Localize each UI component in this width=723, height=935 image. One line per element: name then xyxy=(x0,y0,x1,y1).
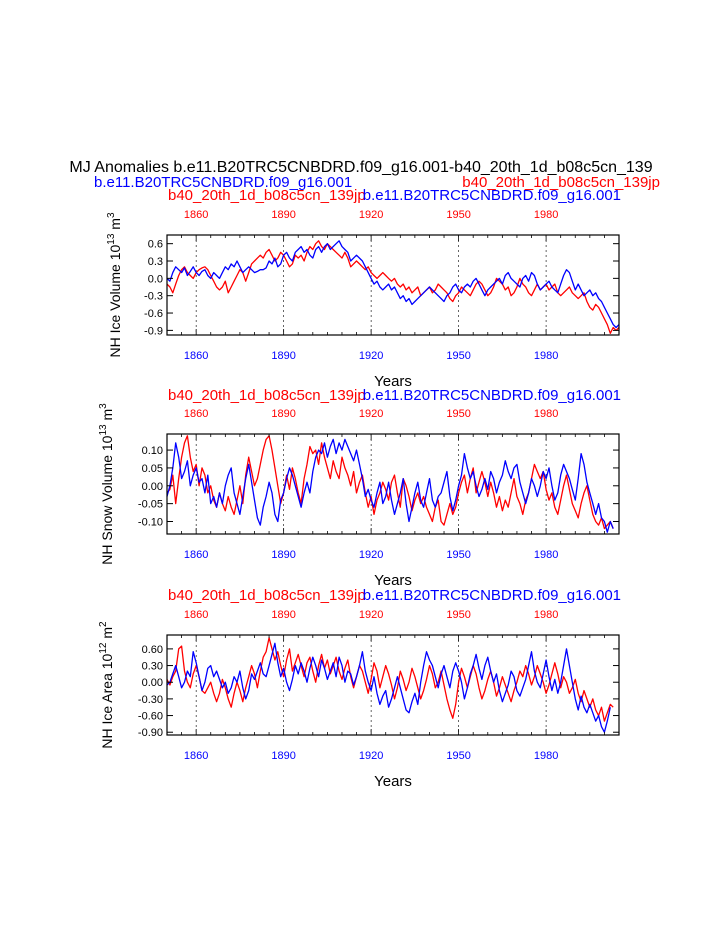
x-axis-label: Years xyxy=(374,572,412,589)
y-axis-label: NH Ice Area 1012 m2 xyxy=(98,621,115,749)
x-axis-label: Years xyxy=(374,773,412,790)
plot-frame xyxy=(166,433,620,535)
x-tick-label: 1950 xyxy=(446,750,470,762)
x-tick-label: 1980 xyxy=(534,350,558,362)
y-tick-label: -0.3 xyxy=(144,291,163,303)
top-axis-ticks: 1860 1890 1920 1950 1980 xyxy=(184,209,558,221)
y-axis-label: NH Ice Volume 1013 m3 xyxy=(106,212,123,358)
x-tick-label: 1920 xyxy=(359,549,383,561)
x-tick-label: 1980 xyxy=(534,549,558,561)
top-x-tick-label: 1980 xyxy=(534,609,558,621)
top-x-tick-label: 1950 xyxy=(446,209,470,221)
x-tick-label: 1890 xyxy=(271,350,295,362)
y-tick-label: 0.60 xyxy=(142,644,163,656)
top-x-tick-label: 1890 xyxy=(271,609,295,621)
top-x-tick-label: 1950 xyxy=(446,609,470,621)
y-axis-label: NH Snow Volume 1013 m3 xyxy=(98,403,115,565)
panel-ice-area: b40_20th_1d_b08c5cn_139jp b.e11.B20TRC5C… xyxy=(98,587,621,790)
panel-top-right-label: b.e11.B20TRC5CNBDRD.f09_g16.001 xyxy=(363,587,621,604)
y-tick-label: 0.05 xyxy=(142,463,163,475)
x-tick-label: 1950 xyxy=(446,549,470,561)
header-blue-label: b.e11.B20TRC5CNBDRD.f09_g16.001 xyxy=(94,174,352,191)
x-tick-label: 1920 xyxy=(359,350,383,362)
plot-area: -0.90 -0.60 -0.30 0.00 0.30 0.60 1860 1890 1920 1… xyxy=(138,634,620,762)
y-tick-label: 0.30 xyxy=(142,661,163,673)
panel-top-right-label: b.e11.B20TRC5CNBDRD.f09_g16.001 xyxy=(363,187,621,204)
plot-frame xyxy=(166,634,620,736)
top-x-tick-label: 1950 xyxy=(446,408,470,420)
y-tick-label: 0.6 xyxy=(148,239,163,251)
panel-top-left-label: b40_20th_1d_b08c5cn_139jp xyxy=(168,587,366,604)
y-tick-label: -0.6 xyxy=(144,308,163,320)
top-x-tick-label: 1890 xyxy=(271,408,295,420)
top-x-tick-label: 1860 xyxy=(184,408,208,420)
y-tick-label: 0.00 xyxy=(142,481,163,493)
y-tick-label: -0.10 xyxy=(138,517,163,529)
top-axis-ticks: 1860 1890 1920 1950 1980 xyxy=(184,408,558,420)
main-title: MJ Anomalies b.e11.B20TRC5CNBDRD.f09_g16… xyxy=(69,159,652,176)
y-tick-label: 0.10 xyxy=(142,445,163,457)
plot-frame xyxy=(166,234,620,336)
top-x-tick-label: 1920 xyxy=(359,209,383,221)
panel-ice-volume: b40_20th_1d_b08c5cn_139jp b.e11.B20TRC5C… xyxy=(106,187,621,390)
y-tick-label: -0.90 xyxy=(138,727,163,739)
plot-area: -0.10 -0.05 0.00 0.05 0.10 1860 1890 1920 1950 19… xyxy=(138,433,620,561)
x-tick-label: 1860 xyxy=(184,549,208,561)
series-line xyxy=(166,240,620,329)
top-x-tick-label: 1860 xyxy=(184,609,208,621)
panel-top-left-label: b40_20th_1d_b08c5cn_139jp xyxy=(168,387,366,404)
y-tick-label: 0.3 xyxy=(148,256,163,268)
series-line xyxy=(166,642,611,733)
series-line xyxy=(166,637,614,722)
header-red-label: b40_20th_1d_b08c5cn_139jp xyxy=(462,174,660,191)
x-tick-label: 1890 xyxy=(271,750,295,762)
x-tick-label: 1920 xyxy=(359,750,383,762)
top-x-tick-label: 1980 xyxy=(534,209,558,221)
top-axis-ticks: 1860 1890 1920 1950 1980 xyxy=(184,609,558,621)
x-tick-label: 1890 xyxy=(271,549,295,561)
top-x-tick-label: 1980 xyxy=(534,408,558,420)
top-x-tick-label: 1890 xyxy=(271,209,295,221)
series-line xyxy=(166,438,614,533)
x-axis-label: Years xyxy=(374,373,412,390)
x-tick-label: 1860 xyxy=(184,350,208,362)
y-tick-label: 0.00 xyxy=(142,677,163,689)
x-tick-label: 1860 xyxy=(184,750,208,762)
y-tick-label: -0.05 xyxy=(138,499,163,511)
plot-area: -0.9 -0.6 -0.3 0.0 0.3 0.6 1860 1890 1920 1950 198… xyxy=(144,234,620,362)
x-tick-label: 1950 xyxy=(446,350,470,362)
panel-snow-volume: b40_20th_1d_b08c5cn_139jp b.e11.B20TRC5C… xyxy=(98,387,621,589)
top-x-tick-label: 1920 xyxy=(359,408,383,420)
top-x-tick-label: 1920 xyxy=(359,609,383,621)
x-tick-label: 1980 xyxy=(534,750,558,762)
y-tick-label: -0.60 xyxy=(138,711,163,723)
y-tick-label: 0.0 xyxy=(148,273,163,285)
y-tick-label: -0.30 xyxy=(138,694,163,706)
panel-top-right-label: b.e11.B20TRC5CNBDRD.f09_g16.001 xyxy=(363,387,621,404)
panel-top-left-label: b40_20th_1d_b08c5cn_139jp xyxy=(168,187,366,204)
y-tick-label: -0.9 xyxy=(144,325,163,337)
top-x-tick-label: 1860 xyxy=(184,209,208,221)
